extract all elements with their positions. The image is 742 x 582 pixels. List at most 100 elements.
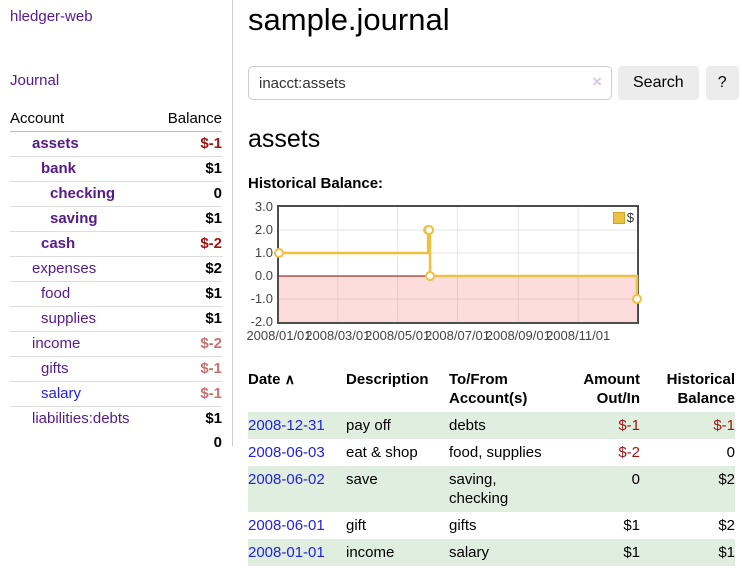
account-row: assets $-1 bbox=[10, 132, 222, 157]
account-row: checking 0 bbox=[10, 181, 222, 207]
transaction-amount: $-2 bbox=[618, 444, 640, 461]
sidebar-item-journal[interactable]: Journal bbox=[10, 72, 60, 89]
x-tick-label: 2008/11/01 bbox=[546, 328, 611, 343]
account-balance: $-1 bbox=[155, 381, 222, 407]
sidebar-account-link-income[interactable]: income bbox=[32, 335, 81, 352]
y-tick-label: -1.0 bbox=[250, 291, 273, 306]
y-tick-label: 0.0 bbox=[254, 268, 273, 283]
sidebar-account-link-liabilities-debts[interactable]: liabilities:debts bbox=[32, 410, 130, 427]
account-balance: $1 bbox=[155, 281, 222, 307]
sidebar-account-link-food[interactable]: food bbox=[41, 285, 71, 302]
account-row: income $-2 bbox=[10, 331, 222, 357]
register-header-date[interactable]: Date ∧ bbox=[248, 371, 295, 388]
transaction-balance: 0 bbox=[726, 444, 735, 461]
transaction-date-link[interactable]: 2008-06-01 bbox=[248, 517, 325, 534]
x-tick-label: 2008/05/01 bbox=[365, 328, 431, 343]
legend-label: $ bbox=[626, 210, 634, 225]
transaction-date-link[interactable]: 2008-06-03 bbox=[248, 444, 325, 461]
account-row: cash $-2 bbox=[10, 231, 222, 257]
register-row: 2008-06-02 save saving, checking 0 $2 bbox=[248, 466, 735, 512]
page-title: sample.journal bbox=[248, 2, 450, 37]
accounts-total-value: 0 bbox=[213, 434, 222, 451]
register-header-balance: Historical Balance bbox=[666, 371, 735, 407]
transaction-balance: $2 bbox=[718, 517, 735, 534]
account-row: liabilities:debts $1 bbox=[10, 406, 222, 431]
search-input[interactable] bbox=[248, 66, 612, 100]
search-button[interactable]: Search bbox=[618, 66, 699, 100]
transaction-date-link[interactable]: 2008-06-02 bbox=[248, 471, 325, 488]
brand-link[interactable]: hledger-web bbox=[10, 8, 93, 25]
x-tick-label: 2008/01/01 bbox=[246, 328, 312, 343]
sidebar-account-link-assets[interactable]: assets bbox=[32, 135, 79, 152]
transaction-amount: $-1 bbox=[618, 417, 640, 434]
transaction-balance: $2 bbox=[718, 471, 735, 488]
account-row: expenses $2 bbox=[10, 256, 222, 282]
transaction-date-link[interactable]: 2008-12-31 bbox=[248, 417, 325, 434]
chart-canvas bbox=[274, 207, 642, 322]
clear-search-icon[interactable]: × bbox=[592, 72, 602, 91]
transaction-description: income bbox=[346, 544, 395, 561]
account-balance: $-2 bbox=[155, 331, 222, 357]
transaction-accounts: salary bbox=[449, 544, 490, 561]
accounts-header-account: Account bbox=[10, 106, 156, 132]
sidebar-account-link-salary[interactable]: salary bbox=[41, 385, 82, 402]
register-row: 2008-01-01 income salary $1 $1 bbox=[248, 539, 735, 566]
y-tick-label: 2.0 bbox=[254, 222, 273, 237]
register-table-body: 2008-12-31 pay off debts $-1 $-1 2008-06-03 ea… bbox=[248, 412, 735, 566]
transaction-accounts: gifts bbox=[449, 517, 477, 534]
account-row: food $1 bbox=[10, 281, 222, 307]
register-row: 2008-06-03 eat & shop food, supplies $-2 0 bbox=[248, 439, 735, 466]
sidebar-account-link-saving[interactable]: saving bbox=[50, 210, 98, 227]
x-tick-label: 2008/09/01 bbox=[485, 328, 551, 343]
transaction-accounts: saving, checking bbox=[449, 471, 509, 507]
help-button[interactable]: ? bbox=[705, 66, 739, 100]
transaction-description: pay off bbox=[346, 417, 391, 434]
sidebar-account-link-expenses[interactable]: expenses bbox=[32, 260, 97, 277]
transaction-date-link[interactable]: 2008-01-01 bbox=[248, 544, 325, 561]
x-tick-label: 2008/03/01 bbox=[305, 328, 371, 343]
sidebar-account-link-supplies[interactable]: supplies bbox=[41, 310, 97, 327]
accounts-header-balance: Balance bbox=[155, 106, 222, 132]
account-balance: $-1 bbox=[155, 356, 222, 382]
legend-swatch-icon bbox=[612, 211, 625, 224]
register-header-row: Date ∧ Description To/From Account(s) Am… bbox=[248, 366, 735, 412]
y-tick-label: 1.0 bbox=[254, 245, 273, 260]
accounts-total-spacer bbox=[10, 431, 156, 455]
register-row: 2008-12-31 pay off debts $-1 $-1 bbox=[248, 412, 735, 439]
account-row: supplies $1 bbox=[10, 306, 222, 332]
account-balance: $2 bbox=[155, 256, 222, 282]
transaction-balance: $1 bbox=[718, 544, 735, 561]
account-balance: $1 bbox=[155, 156, 222, 182]
historical-balance-chart: $ 3.0 2.0 1.0 0.0 -1.0 -2.0 2008/01/01 2008/03… bbox=[246, 199, 738, 347]
register-row: 2008-06-01 gift gifts $1 $2 bbox=[248, 512, 735, 539]
account-balance: 0 bbox=[155, 181, 222, 207]
transaction-description: eat & shop bbox=[346, 444, 418, 461]
account-balance: $1 bbox=[155, 206, 222, 232]
accounts-table: Account Balance assets $-1 bank $1 checking 0… bbox=[10, 106, 222, 455]
account-row: gifts $-1 bbox=[10, 356, 222, 382]
transaction-description: save bbox=[346, 471, 378, 488]
transaction-accounts: debts bbox=[449, 417, 486, 434]
accounts-total-row: 0 bbox=[10, 431, 222, 455]
sidebar-account-link-cash[interactable]: cash bbox=[41, 235, 76, 252]
y-tick-label: -2.0 bbox=[250, 314, 273, 329]
main-content: sample.journal × Search ? assets Histori… bbox=[246, 0, 739, 566]
account-balance: $1 bbox=[155, 306, 222, 332]
register-header-amount: Amount Out/In bbox=[583, 371, 640, 407]
transaction-balance: $-1 bbox=[713, 417, 735, 434]
sidebar-account-link-checking[interactable]: checking bbox=[50, 185, 116, 202]
account-balance: $1 bbox=[155, 406, 222, 431]
transaction-amount: $1 bbox=[623, 544, 640, 561]
account-heading: assets bbox=[248, 125, 321, 153]
chart-plot-area: $ bbox=[274, 205, 642, 324]
transaction-description: gift bbox=[346, 517, 367, 534]
transaction-amount: $1 bbox=[623, 517, 640, 534]
register-header-description: Description bbox=[346, 371, 429, 388]
chart-heading: Historical Balance: bbox=[248, 175, 384, 192]
sidebar: hledger-web Journal Account Balance asse… bbox=[0, 0, 233, 451]
sidebar-account-link-gifts[interactable]: gifts bbox=[41, 360, 69, 377]
chart-legend: $ bbox=[612, 210, 634, 225]
sidebar-account-link-bank[interactable]: bank bbox=[41, 160, 77, 177]
x-tick-label: 2008/07/01 bbox=[424, 328, 491, 343]
